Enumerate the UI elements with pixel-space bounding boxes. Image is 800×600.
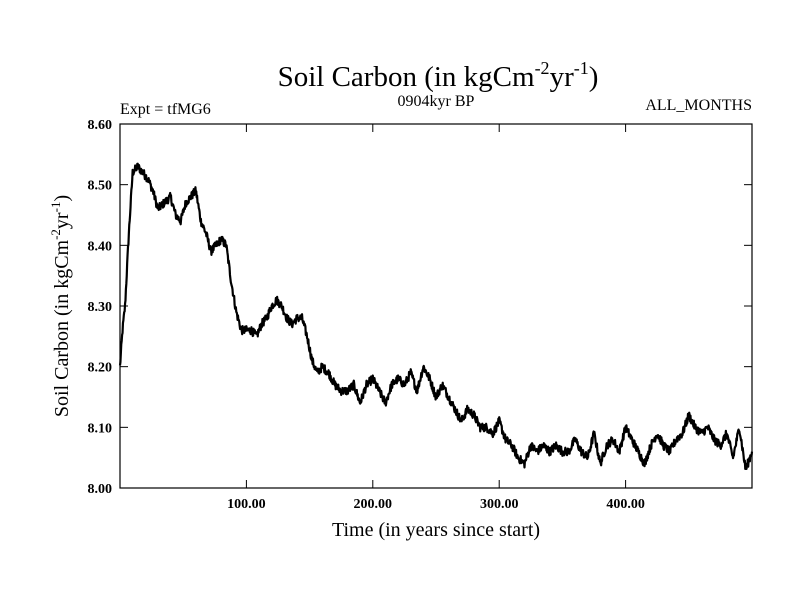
y-tick-label: 8.60 bbox=[88, 118, 113, 133]
y-tick-label: 8.30 bbox=[88, 300, 113, 315]
plot-frame bbox=[119, 123, 753, 489]
subtitle-period: 0904kyr BP bbox=[398, 93, 475, 110]
y-axis-label: Soil Carbon (in kgCm-2yr-1) bbox=[48, 195, 73, 417]
chart-title: Soil Carbon (in kgCm-2yr-1) bbox=[278, 58, 599, 93]
x-tick-label: 300.00 bbox=[480, 497, 519, 512]
series-layer bbox=[118, 162, 754, 471]
y-tick-label: 8.10 bbox=[88, 421, 113, 436]
x-tick-label: 400.00 bbox=[606, 497, 645, 512]
soil-carbon-series-line bbox=[118, 162, 754, 471]
subtitle-months: ALL_MONTHS bbox=[645, 97, 752, 114]
y-tick-label: 8.50 bbox=[88, 179, 113, 194]
x-axis-label: Time (in years since start) bbox=[332, 519, 540, 541]
y-tick-label: 8.40 bbox=[88, 239, 113, 254]
x-tick-label: 100.00 bbox=[227, 497, 266, 512]
subtitle-experiment: Expt = tfMG6 bbox=[120, 101, 211, 118]
x-tick-label: 200.00 bbox=[354, 497, 393, 512]
x-axis-ticks: 100.00 200.00 300.00 400.00 bbox=[227, 124, 645, 512]
y-tick-label: 8.00 bbox=[88, 482, 113, 497]
y-axis-ticks: 8.00 8.10 8.20 8.30 8.40 8.50 8.60 bbox=[88, 118, 752, 497]
y-tick-label: 8.20 bbox=[88, 361, 113, 376]
